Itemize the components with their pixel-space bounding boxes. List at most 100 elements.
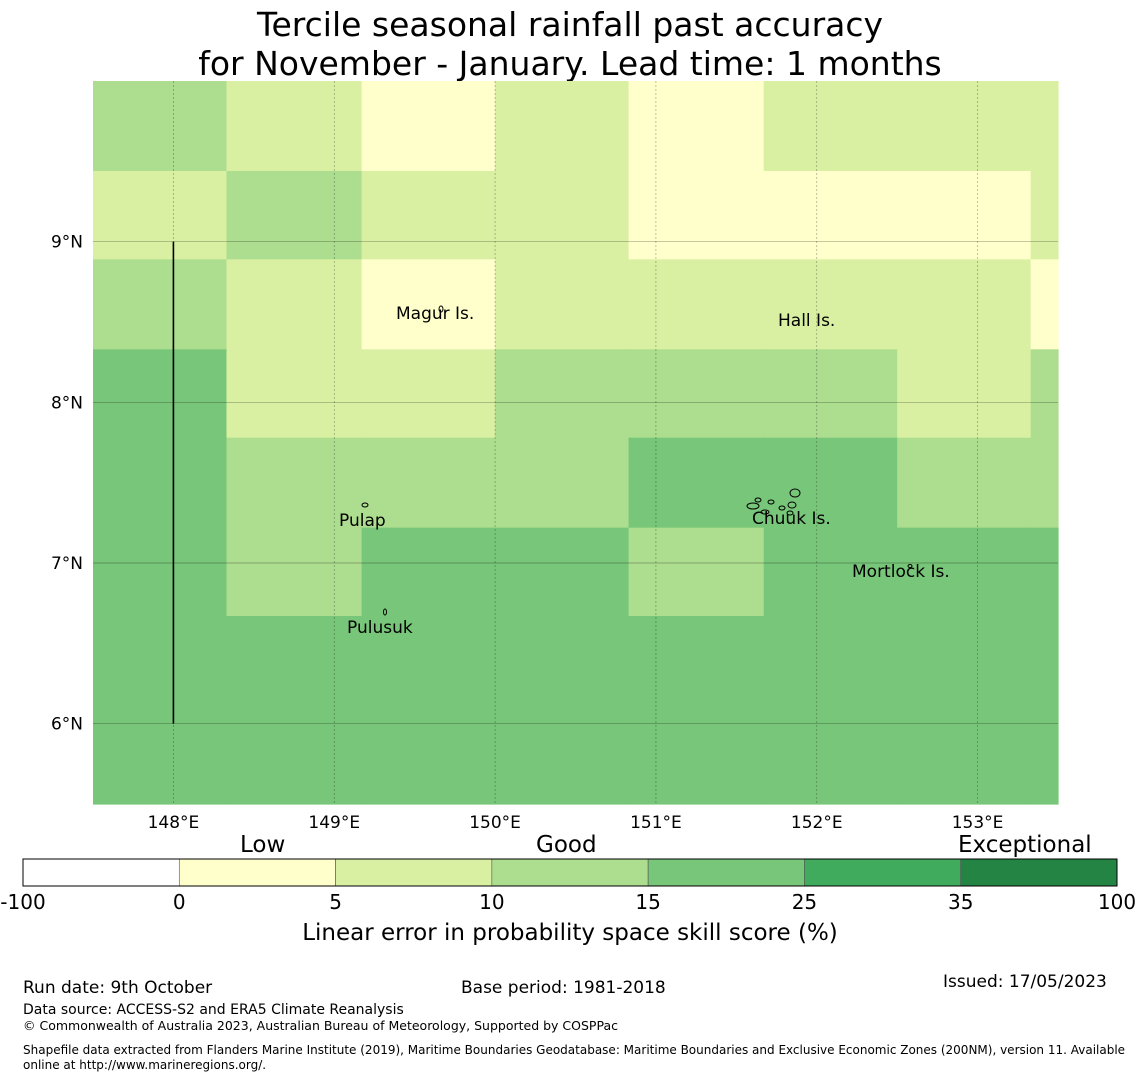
lat-tick-label: 8°N	[51, 393, 83, 413]
grid-cell	[628, 349, 765, 439]
grid-cell	[897, 437, 1032, 529]
grid-cell	[361, 170, 496, 260]
island-label: Pulap	[339, 511, 386, 531]
grid-cell	[495, 437, 630, 529]
grid-cell	[495, 170, 630, 260]
colorbar-tick-label: 10	[479, 890, 504, 914]
grid-cell	[495, 527, 630, 617]
colorbar-tick-label: 15	[635, 890, 660, 914]
grid-cell	[897, 349, 1032, 439]
colorbar-label: Linear error in probability space skill …	[302, 920, 838, 946]
grid-cell	[361, 259, 496, 350]
grid-cell	[897, 527, 1032, 617]
lon-tick-label: 148°E	[148, 813, 200, 833]
chuuk-island-outline	[754, 497, 762, 503]
lon-tick-label: 152°E	[791, 813, 843, 833]
grid-cell	[495, 349, 630, 439]
skill-grid	[93, 81, 1059, 805]
lon-tick-label: 150°E	[469, 813, 521, 833]
grid-cell	[763, 170, 898, 260]
island-label: Magur Is.	[396, 304, 475, 324]
grid-cell	[1030, 170, 1059, 260]
grid-cell	[93, 170, 228, 260]
grid-cell	[628, 259, 765, 350]
lon-tick-label: 153°E	[952, 813, 1004, 833]
lat-tick-label: 7°N	[51, 554, 83, 574]
copyright: © Commonwealth of Australia 2023, Austra…	[23, 1018, 618, 1033]
colorbar: -100 0 5 10 15 25 35 100	[0, 858, 1136, 914]
colorbar-segment	[960, 858, 1118, 887]
grid-cell	[763, 259, 898, 350]
grid-cell	[93, 81, 228, 172]
colorbar-tick-label: 5	[329, 890, 342, 914]
grid-cell	[897, 616, 1032, 805]
lat-tick-label: 6°N	[51, 715, 83, 735]
grid-cell	[1030, 616, 1059, 805]
grid-cell	[226, 259, 363, 350]
grid-cell	[628, 170, 765, 260]
grid-cell	[1030, 437, 1059, 529]
grid-cell	[763, 81, 898, 172]
grid-cell	[1030, 81, 1059, 172]
grid-cell	[495, 259, 630, 350]
grid-cell	[897, 259, 1032, 350]
grid-cell	[1030, 259, 1059, 350]
grid-cell	[763, 616, 898, 805]
colorbar-tick-label: 25	[792, 890, 817, 914]
lon-tick-label: 151°E	[630, 813, 682, 833]
chuuk-island-outline	[767, 499, 775, 505]
grid-cell	[495, 616, 630, 805]
colorbar-frame	[22, 858, 1118, 887]
grid-cell	[226, 437, 363, 529]
grid-cell	[93, 616, 228, 805]
grid-cell	[897, 81, 1032, 172]
colorbar-tick-label: 100	[1098, 890, 1136, 914]
data-source: Data source: ACCESS-S2 and ERA5 Climate …	[23, 1002, 404, 1018]
base-period: Base period: 1981-2018	[461, 978, 666, 998]
grid-cell	[361, 616, 496, 805]
issued-date: Issued: 17/05/2023	[943, 972, 1107, 992]
colorbar-segment	[491, 858, 649, 887]
grid-cell	[226, 170, 363, 260]
chuuk-island-outline	[786, 510, 794, 516]
shapefile-credit-line-1: Shapefile data extracted from Flanders M…	[23, 1043, 1126, 1057]
colorbar-tick-label: 0	[173, 890, 186, 914]
grid-cell	[93, 437, 228, 529]
grid-cell	[628, 437, 765, 529]
island-outline	[361, 502, 369, 508]
island-outline	[907, 564, 913, 568]
chuuk-island-outline	[787, 501, 797, 509]
colorbar-segment	[335, 858, 493, 887]
grid-cell	[226, 527, 363, 617]
run-date: Run date: 9th October	[23, 978, 213, 998]
colorbar-segment	[178, 858, 336, 887]
grid-cell	[628, 81, 765, 172]
grid-cell	[628, 616, 765, 805]
grid-cell	[763, 349, 898, 439]
grid-cell	[361, 81, 496, 172]
grid-cell	[1030, 349, 1059, 439]
grid-cell	[226, 81, 363, 172]
island-label: Hall Is.	[778, 311, 836, 331]
grid-cell	[226, 349, 363, 439]
grid-cell	[361, 349, 496, 439]
lat-tick-label: 9°N	[51, 233, 83, 253]
grid-cell	[897, 170, 1032, 260]
colorbar-segment	[804, 858, 962, 887]
island-label: Mortlock Is.	[852, 562, 950, 582]
grid-cell	[495, 81, 630, 172]
colorbar-group-good: Good	[536, 832, 597, 858]
map-title-line-2: for November - January. Lead time: 1 mon…	[198, 44, 942, 83]
map-features	[172, 241, 913, 724]
colorbar-segment	[647, 858, 805, 887]
island-outline	[438, 305, 444, 313]
grid-cell	[93, 349, 228, 439]
island-label: Chuuk Is.	[752, 509, 831, 529]
island-label: Pulusuk	[347, 618, 413, 638]
grid-cell	[763, 437, 898, 529]
grid-cell	[361, 527, 496, 617]
grid-cell	[763, 527, 898, 617]
colorbar-tick-label: -100	[0, 890, 45, 914]
grid-cell	[226, 616, 363, 805]
